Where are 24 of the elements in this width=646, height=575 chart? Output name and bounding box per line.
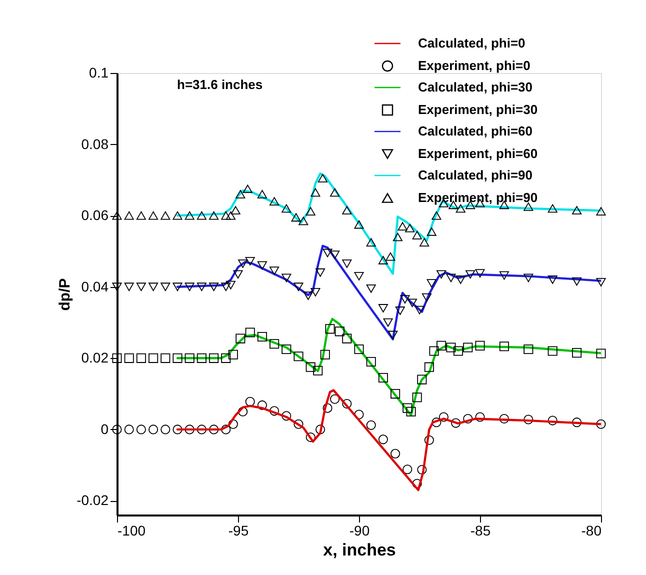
x-tick-label: -100 (118, 522, 146, 538)
legend-label: Experiment, phi=90 (418, 190, 538, 205)
x-tick-label: -85 (470, 522, 491, 538)
y-tick-label: 0 (100, 420, 109, 437)
y-tick-label: 0.02 (81, 350, 109, 366)
x-axis-title: x, inches (323, 540, 396, 560)
line-series (176, 389, 601, 492)
legend-label: Calculated, phi=60 (418, 124, 533, 138)
x-tick-label: -80 (581, 522, 602, 538)
y-tick-label: -0.02 (76, 492, 109, 508)
y-tick-label: 0.08 (81, 136, 109, 152)
legend-label: Calculated, phi=90 (418, 168, 533, 182)
legend-label: Experiment, phi=30 (418, 102, 538, 117)
y-tick-label: 0.04 (81, 278, 109, 294)
y-tick-label: 0.06 (81, 207, 109, 224)
x-tick-label: -95 (228, 522, 249, 538)
y-tick-label: 0.1 (89, 64, 109, 80)
annotation: h=31.6 inches (177, 77, 263, 92)
legend-label: Calculated, phi=0 (418, 36, 526, 50)
legend-label: Calculated, phi=30 (418, 80, 533, 94)
x-tick-label: -90 (349, 522, 370, 538)
legend-label: Experiment, phi=0 (418, 58, 530, 73)
legend-label: Experiment, phi=60 (418, 146, 538, 161)
y-axis-title: dp/P (56, 278, 74, 311)
